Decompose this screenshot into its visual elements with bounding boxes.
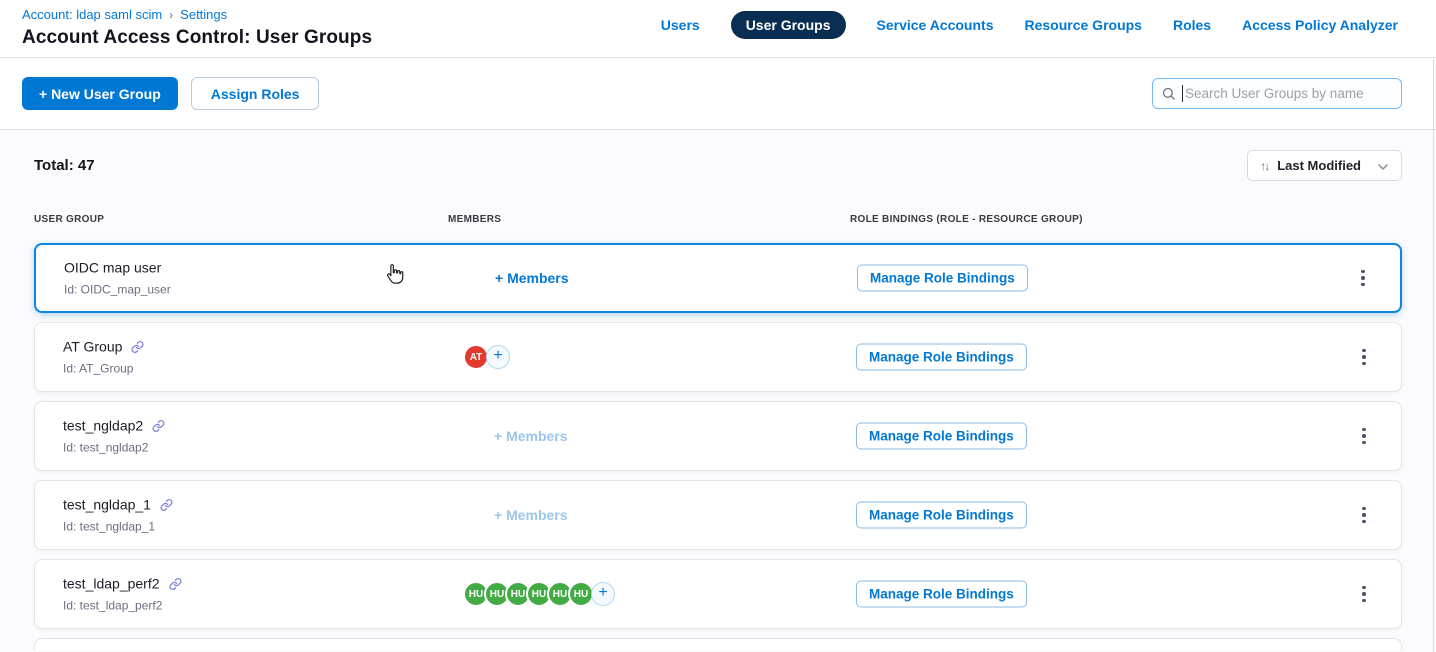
user-group-name: AT Group [63, 338, 123, 355]
user-group-name: OIDC map user [64, 259, 162, 276]
user-group-name: test_ngldap_1 [63, 496, 151, 513]
tab-resource-groups[interactable]: Resource Groups [1024, 17, 1142, 33]
manage-role-bindings-button[interactable]: Manage Role Bindings [857, 264, 1028, 292]
main-content: Total: 47 ↑↓ Last Modified USER GROUP ME… [0, 131, 1436, 652]
members-cell: AT + [463, 323, 673, 391]
add-member-button[interactable]: + [486, 345, 510, 369]
user-group-id: Id: OIDC_map_user [64, 282, 171, 297]
link-icon [169, 577, 182, 591]
kebab-menu-icon [1361, 269, 1365, 274]
kebab-menu-button[interactable] [1351, 342, 1377, 372]
role-bindings-cell: Manage Role Bindings [857, 264, 1028, 292]
column-header-members: MEMBERS [448, 214, 502, 225]
kebab-menu-icon [1362, 506, 1366, 511]
page-header: Account: ldap saml scim › Settings Accou… [0, 0, 1436, 58]
user-group-info: test_ngldap_1 Id: test_ngldap_1 [63, 497, 173, 534]
user-group-row[interactable]: AT Group Id: AT_Group AT + Manage Role Bindi… [34, 322, 1402, 392]
assign-roles-button[interactable]: Assign Roles [190, 77, 320, 110]
breadcrumb-account-link[interactable]: Account: ldap saml scim [22, 7, 163, 22]
members-add-link: + Members [494, 507, 568, 523]
role-bindings-cell: Manage Role Bindings [856, 501, 1027, 529]
kebab-menu-icon [1362, 427, 1366, 432]
user-group-list: OIDC map user Id: OIDC_map_user + Members M… [34, 243, 1402, 650]
breadcrumb-separator-icon: › [169, 7, 174, 22]
user-group-name: test_ngldap2 [63, 417, 144, 434]
column-header-user-group: USER GROUP [34, 214, 105, 225]
members-cell: + Members [464, 245, 674, 311]
link-icon [160, 498, 173, 512]
tab-roles[interactable]: Roles [1172, 17, 1212, 33]
user-group-row[interactable]: OIDC map user Id: OIDC_map_user + Members M… [34, 243, 1402, 313]
user-group-row-partial[interactable] [34, 638, 1402, 650]
role-bindings-cell: Manage Role Bindings [856, 343, 1027, 371]
manage-role-bindings-button[interactable]: Manage Role Bindings [856, 580, 1027, 608]
members-add-link[interactable]: + Members [495, 270, 569, 286]
manage-role-bindings-button[interactable]: Manage Role Bindings [856, 343, 1027, 371]
manage-role-bindings-button[interactable]: Manage Role Bindings [856, 422, 1027, 450]
tab-service-accounts[interactable]: Service Accounts [876, 17, 994, 33]
user-group-row[interactable]: test_ldap_perf2 Id: test_ldap_perf2 HU HU HU… [34, 559, 1402, 629]
summary-row: Total: 47 ↑↓ Last Modified [34, 150, 1402, 181]
sort-arrows-icon: ↑↓ [1260, 158, 1270, 173]
add-member-button[interactable]: + [591, 582, 615, 606]
chevron-down-icon [1378, 158, 1388, 173]
breadcrumb-settings-link[interactable]: Settings [180, 7, 228, 22]
user-group-row[interactable]: test_ngldap2 Id: test_ngldap2 + Members Man… [34, 401, 1402, 471]
search-input[interactable] [1152, 78, 1402, 109]
members-cell: HU HU HU HU HU HU + [463, 560, 673, 628]
role-bindings-cell: Manage Role Bindings [856, 422, 1027, 450]
user-group-row[interactable]: test_ngldap_1 Id: test_ngldap_1 + Members M… [34, 480, 1402, 550]
kebab-menu-button[interactable] [1351, 421, 1377, 451]
user-group-info: test_ldap_perf2 Id: test_ldap_perf2 [63, 576, 182, 613]
page-title: Account Access Control: User Groups [22, 27, 373, 48]
members-cell: + Members [463, 402, 673, 470]
search-box [1152, 78, 1402, 109]
user-group-info: AT Group Id: AT_Group [63, 339, 144, 376]
manage-role-bindings-button[interactable]: Manage Role Bindings [856, 501, 1027, 529]
kebab-menu-button[interactable] [1350, 263, 1376, 293]
breadcrumb: Account: ldap saml scim › Settings [0, 0, 1436, 22]
kebab-menu-icon [1362, 348, 1366, 353]
table-header-row: USER GROUP MEMBERS ROLE BINDINGS (ROLE -… [34, 214, 1402, 227]
top-nav: Users User Groups Service Accounts Resou… [661, 11, 1398, 39]
user-group-id: Id: test_ngldap_1 [63, 519, 156, 534]
user-group-id: Id: AT_Group [63, 361, 134, 376]
text-caret [1182, 85, 1183, 102]
members-cell: + Members [463, 481, 673, 549]
link-icon [152, 419, 165, 433]
sort-dropdown[interactable]: ↑↓ Last Modified [1247, 150, 1402, 181]
kebab-menu-button[interactable] [1351, 579, 1377, 609]
role-bindings-cell: Manage Role Bindings [856, 580, 1027, 608]
column-header-role-bindings: ROLE BINDINGS (ROLE - RESOURCE GROUP) [850, 214, 1083, 225]
kebab-menu-button[interactable] [1351, 500, 1377, 530]
search-icon [1161, 86, 1176, 106]
tab-user-groups[interactable]: User Groups [730, 11, 846, 39]
link-icon [131, 340, 144, 354]
user-group-info: OIDC map user Id: OIDC_map_user [64, 260, 171, 297]
members-add-link: + Members [494, 428, 568, 444]
user-group-id: Id: test_ldap_perf2 [63, 598, 163, 613]
kebab-menu-icon [1362, 585, 1366, 590]
new-user-group-button[interactable]: + New User Group [22, 77, 178, 110]
user-group-id: Id: test_ngldap2 [63, 440, 149, 455]
total-count-label: Total: 47 [34, 157, 95, 174]
tab-users[interactable]: Users [660, 17, 700, 33]
scrollbar-track[interactable] [1433, 59, 1434, 652]
tab-access-policy-analyzer[interactable]: Access Policy Analyzer [1242, 17, 1398, 33]
toolbar: + New User Group Assign Roles [0, 58, 1436, 130]
toolbar-actions: + New User Group Assign Roles [22, 77, 320, 110]
sort-dropdown-value: Last Modified [1277, 158, 1361, 173]
user-group-name: test_ldap_perf2 [63, 575, 160, 592]
user-group-info: test_ngldap2 Id: test_ngldap2 [63, 418, 165, 455]
